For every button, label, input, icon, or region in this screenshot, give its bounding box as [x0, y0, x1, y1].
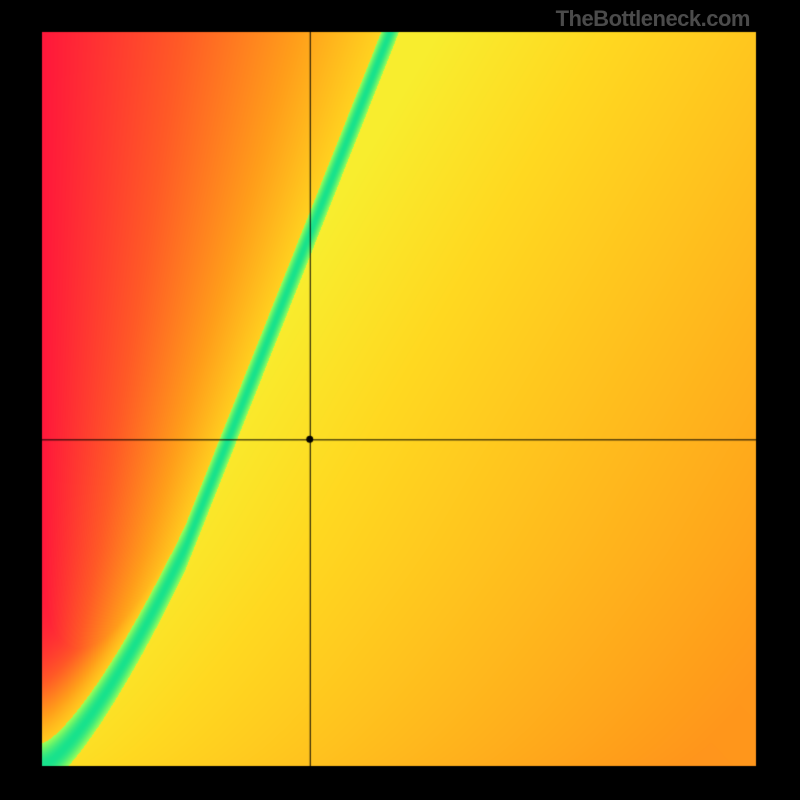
chart-container: TheBottleneck.com	[0, 0, 800, 800]
heatmap-canvas	[0, 0, 800, 800]
watermark-text: TheBottleneck.com	[556, 6, 750, 32]
